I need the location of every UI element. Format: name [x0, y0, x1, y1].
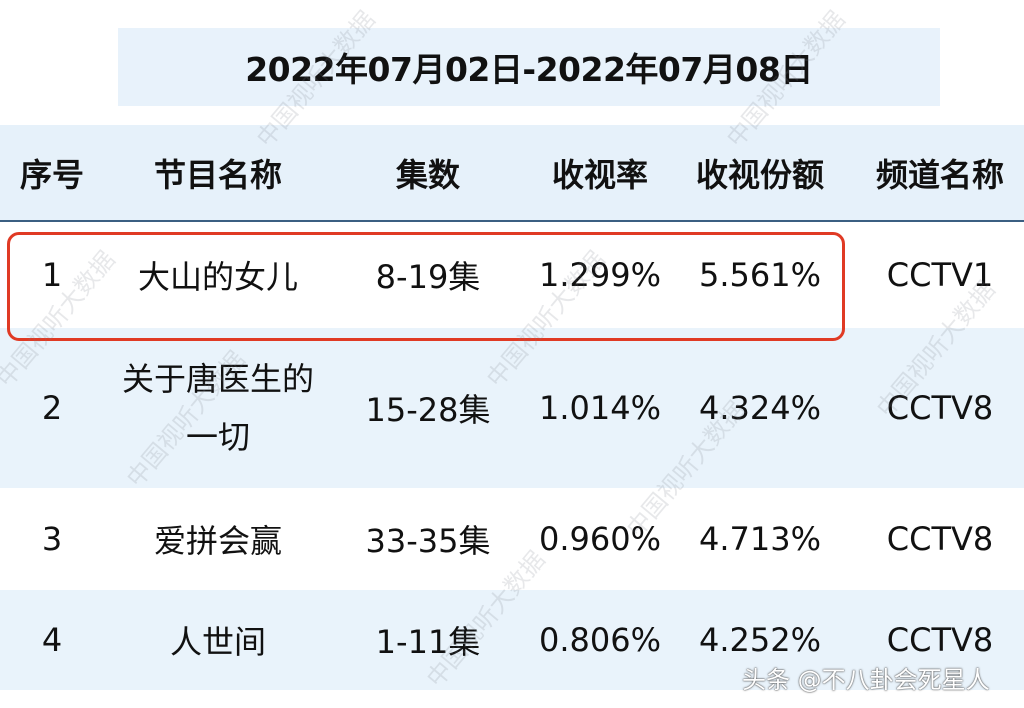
- column-header-rank: 序号: [19, 155, 85, 194]
- share-cell: 4.324%: [698, 389, 822, 427]
- rank-cell: 2: [41, 389, 63, 427]
- table-row: 4 人世间 1-11集 0.806% 4.252% CCTV8: [0, 590, 1024, 690]
- program-name-cell: 人世间: [169, 623, 267, 661]
- source-credit: 头条 @不八卦会死星人: [742, 666, 990, 694]
- share-cell: 5.561%: [698, 256, 822, 294]
- date-range-title: 2022年07月02日-2022年07月08日: [118, 28, 940, 106]
- column-header-share: 收视份额: [695, 155, 825, 194]
- channel-cell: CCTV1: [886, 256, 994, 294]
- channel-cell: CCTV8: [886, 621, 994, 659]
- rating-cell: 1.014%: [538, 389, 662, 427]
- rating-cell: 1.299%: [538, 256, 662, 294]
- episodes-cell: 15-28集: [365, 391, 491, 429]
- table-row: 2 关于唐医生的一切 15-28集 1.014% 4.324% CCTV8: [0, 328, 1024, 488]
- share-cell: 4.252%: [698, 621, 822, 659]
- table-row: 1 大山的女儿 8-19集 1.299% 5.561% CCTV1: [0, 222, 1024, 328]
- rank-cell: 4: [41, 621, 63, 659]
- channel-cell: CCTV8: [886, 520, 994, 558]
- column-header-rating: 收视率: [551, 155, 649, 194]
- column-header-channel: 频道名称: [875, 155, 1005, 194]
- episodes-cell: 33-35集: [365, 522, 491, 560]
- channel-cell: CCTV8: [886, 389, 994, 427]
- program-name-cell: 关于唐医生的一切: [121, 360, 314, 456]
- column-header-name: 节目名称: [153, 155, 283, 194]
- rank-cell: 1: [41, 256, 63, 294]
- program-name-cell: 大山的女儿: [137, 258, 299, 296]
- table-header: 序号 节目名称 集数 收视率 收视份额 频道名称: [0, 125, 1024, 222]
- episodes-cell: 8-19集: [375, 258, 481, 296]
- episodes-cell: 1-11集: [375, 623, 481, 661]
- share-cell: 4.713%: [698, 520, 822, 558]
- rating-cell: 0.960%: [538, 520, 662, 558]
- column-header-episodes: 集数: [395, 155, 461, 194]
- highlight-box: [7, 232, 845, 341]
- table-row: 3 爱拼会赢 33-35集 0.960% 4.713% CCTV8: [0, 488, 1024, 590]
- program-name-cell: 爱拼会赢: [153, 522, 283, 560]
- rank-cell: 3: [41, 520, 63, 558]
- rating-cell: 0.806%: [538, 621, 662, 659]
